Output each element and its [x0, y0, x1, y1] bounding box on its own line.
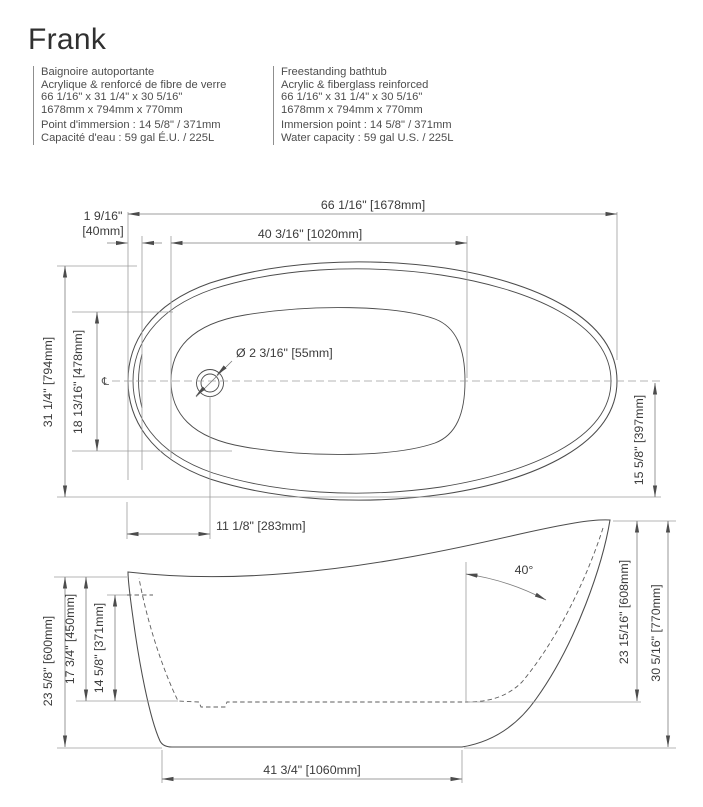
drain-inner-circle — [200, 373, 220, 393]
dim-rim-width-label-mm: [40mm] — [82, 224, 123, 238]
spec-column-english: Freestanding bathtub Acrylic & fiberglas… — [273, 66, 511, 145]
spec-line: Point d'immersion : 14 5/8" / 371mm — [41, 119, 221, 132]
dim-interior-depth-label: 17 3/4" [450mm] — [63, 594, 77, 685]
side-extension-lines — [54, 520, 676, 783]
spec-line: Water capacity : 59 gal U.S. / 225L — [281, 132, 454, 145]
spec-line: Acrylic & fiberglass reinforced — [281, 78, 429, 91]
spec-line: Freestanding bathtub — [281, 66, 387, 78]
dim-end-half-width-label: 15 5/8" [397mm] — [632, 395, 646, 486]
side-dimension-lines — [62, 520, 671, 782]
spec-line: Capacité d'eau : 59 gal É.U. / 225L — [41, 132, 215, 145]
plan-view: ℄ — [41, 198, 661, 539]
spec-line: Acrylique & renforcé de fibre de verre — [41, 78, 227, 91]
spec-line: Immersion point : 14 5/8" / 371mm — [281, 119, 452, 132]
dim-overall-width-label: 31 1/4" [794mm] — [41, 337, 55, 428]
dim-front-rim-height-label: 23 5/8" [600mm] — [41, 616, 55, 707]
drain-leader-arrow-upper — [216, 365, 227, 376]
product-title: Frank — [28, 23, 107, 56]
dim-basin-width-label: 18 13/16" [478mm] — [71, 330, 85, 434]
dim-backrest-height-label: 23 15/16" [608mm] — [617, 560, 631, 664]
dim-base-length-label: 41 3/4" [1060mm] — [263, 763, 360, 777]
plan-extension-lines — [57, 212, 661, 539]
dim-backrest-angle-arc — [465, 573, 547, 601]
spec-line: 1678mm x 794mm x 770mm — [281, 104, 423, 117]
tub-profile-outline — [127, 519, 611, 748]
plan-dimension-lines — [62, 211, 658, 537]
dim-immersion-depth-label: 14 5/8" [371mm] — [92, 603, 106, 694]
drain-leader-arrow-lower — [195, 386, 206, 397]
side-view: 23 5/8" [600mm] 17 3/4" [450mm] 14 5/8" … — [41, 519, 676, 783]
spec-line: 66 1/16" x 31 1/4" x 30 5/16" — [41, 91, 183, 104]
dim-rim-width-label-in: 1 9/16" — [84, 209, 123, 223]
dim-backrest-angle-label: 40° — [515, 563, 534, 577]
drain-leader-line — [195, 360, 233, 398]
spec-column-french: Baignoire autoportante Acrylique & renfo… — [33, 66, 271, 145]
dim-drain-offset-label: 11 1/8" [283mm] — [216, 519, 306, 533]
dim-overall-height-label: 30 5/16" [770mm] — [649, 584, 663, 681]
centerline-symbol: ℄ — [101, 376, 109, 388]
spec-line: 66 1/16" x 31 1/4" x 30 5/16" — [281, 91, 423, 104]
spec-line: Baignoire autoportante — [41, 66, 155, 78]
dim-basin-length-label: 40 3/16" [1020mm] — [258, 227, 362, 241]
dim-drain-diameter-label: Ø 2 3/16" [55mm] — [236, 346, 333, 360]
dim-overall-length-label: 66 1/16" [1678mm] — [321, 198, 425, 212]
spec-line: 1678mm x 794mm x 770mm — [41, 104, 183, 117]
tub-interior-hidden-line — [138, 527, 604, 708]
